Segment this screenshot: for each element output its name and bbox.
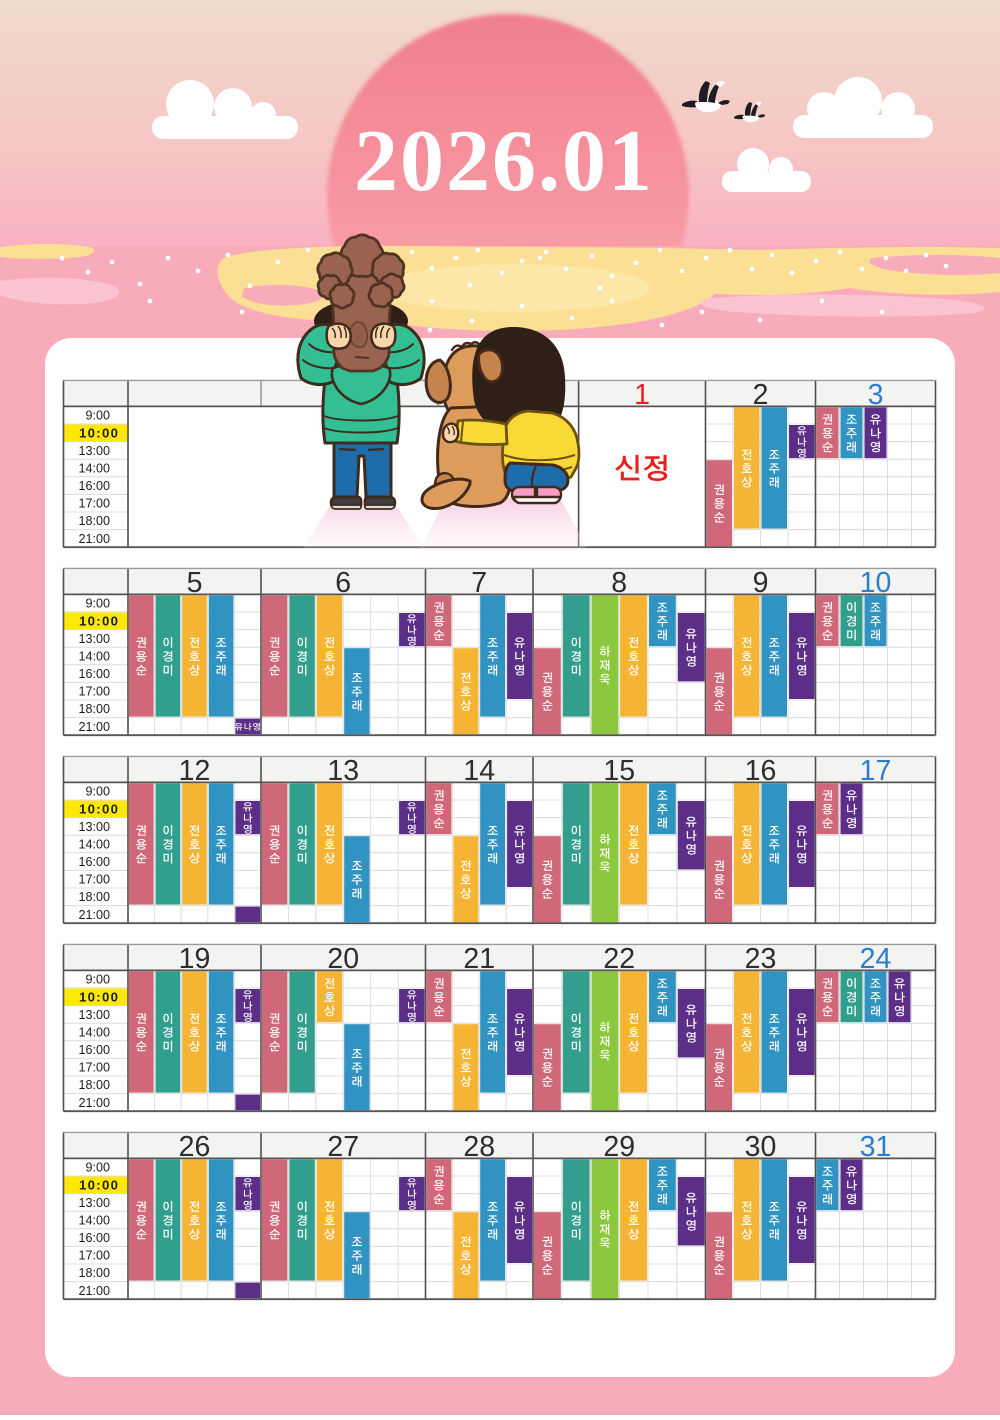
- svg-text:13:00: 13:00: [78, 820, 110, 834]
- svg-text:10:00: 10:00: [79, 613, 119, 628]
- svg-text:13:00: 13:00: [78, 1008, 110, 1022]
- svg-text:16:00: 16:00: [78, 667, 110, 681]
- svg-text:21:00: 21:00: [78, 532, 110, 546]
- svg-text:10:00: 10:00: [79, 1177, 119, 1192]
- svg-text:9:00: 9:00: [85, 1161, 110, 1175]
- svg-text:18:00: 18:00: [78, 1266, 110, 1280]
- svg-text:17:00: 17:00: [78, 497, 110, 511]
- svg-text:14:00: 14:00: [78, 461, 110, 475]
- svg-text:6: 6: [335, 567, 351, 599]
- svg-text:21:00: 21:00: [78, 720, 110, 734]
- svg-text:9:00: 9:00: [85, 785, 110, 799]
- svg-text:9: 9: [753, 567, 769, 599]
- svg-text:14:00: 14:00: [78, 837, 110, 851]
- svg-text:7: 7: [471, 567, 487, 599]
- svg-text:9:00: 9:00: [85, 597, 110, 611]
- svg-text:10:00: 10:00: [79, 425, 119, 440]
- svg-text:17:00: 17:00: [78, 873, 110, 887]
- svg-text:14:00: 14:00: [78, 1025, 110, 1039]
- svg-text:9:00: 9:00: [85, 973, 110, 987]
- svg-text:13:00: 13:00: [78, 444, 110, 458]
- svg-text:16:00: 16:00: [78, 479, 110, 493]
- svg-text:18:00: 18:00: [78, 514, 110, 528]
- svg-text:14:00: 14:00: [78, 649, 110, 663]
- svg-text:17:00: 17:00: [78, 685, 110, 699]
- svg-text:2: 2: [753, 379, 769, 411]
- svg-text:18:00: 18:00: [78, 890, 110, 904]
- svg-text:8: 8: [611, 567, 627, 599]
- svg-text:1: 1: [634, 379, 650, 411]
- svg-text:13:00: 13:00: [78, 1196, 110, 1210]
- svg-text:16:00: 16:00: [78, 855, 110, 869]
- svg-text:9:00: 9:00: [85, 409, 110, 423]
- svg-text:18:00: 18:00: [78, 702, 110, 716]
- svg-text:10:00: 10:00: [79, 801, 119, 816]
- svg-text:2026.01: 2026.01: [354, 113, 654, 210]
- svg-text:14:00: 14:00: [78, 1213, 110, 1227]
- svg-text:17:00: 17:00: [78, 1249, 110, 1263]
- svg-text:5: 5: [187, 567, 203, 599]
- svg-text:3: 3: [868, 379, 884, 411]
- svg-text:21:00: 21:00: [78, 908, 110, 922]
- svg-text:13:00: 13:00: [78, 632, 110, 646]
- svg-text:16:00: 16:00: [78, 1043, 110, 1057]
- svg-text:18:00: 18:00: [78, 1078, 110, 1092]
- svg-text:17:00: 17:00: [78, 1061, 110, 1075]
- svg-text:21:00: 21:00: [78, 1096, 110, 1110]
- svg-text:16:00: 16:00: [78, 1231, 110, 1245]
- svg-text:21:00: 21:00: [78, 1284, 110, 1298]
- svg-text:10:00: 10:00: [79, 989, 119, 1004]
